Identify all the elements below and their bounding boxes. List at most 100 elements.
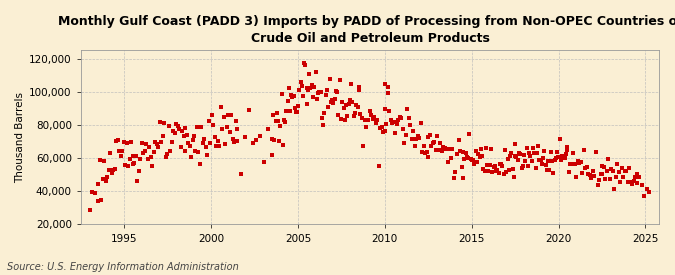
Point bbox=[151, 142, 162, 146]
Point bbox=[135, 157, 146, 162]
Point bbox=[221, 125, 232, 129]
Point bbox=[535, 158, 546, 163]
Point bbox=[418, 144, 429, 148]
Point bbox=[521, 146, 532, 150]
Point bbox=[615, 180, 626, 184]
Point bbox=[576, 160, 587, 164]
Point bbox=[608, 169, 618, 173]
Point bbox=[236, 172, 246, 177]
Point bbox=[198, 141, 209, 145]
Point bbox=[157, 133, 168, 138]
Point bbox=[465, 156, 476, 161]
Point bbox=[458, 150, 468, 154]
Point bbox=[160, 155, 171, 160]
Point bbox=[350, 111, 360, 115]
Point bbox=[508, 175, 519, 180]
Point bbox=[184, 144, 195, 148]
Point bbox=[115, 154, 126, 158]
Point bbox=[583, 172, 594, 176]
Point bbox=[478, 167, 489, 172]
Point bbox=[187, 138, 198, 142]
Point bbox=[591, 150, 601, 154]
Point bbox=[625, 180, 636, 184]
Point bbox=[564, 169, 574, 174]
Point bbox=[410, 144, 421, 148]
Point bbox=[405, 123, 416, 127]
Point bbox=[168, 129, 179, 134]
Point bbox=[314, 90, 325, 94]
Point bbox=[562, 145, 572, 149]
Point bbox=[561, 152, 572, 156]
Point bbox=[492, 168, 503, 172]
Point bbox=[456, 165, 467, 170]
Point bbox=[627, 182, 638, 186]
Point bbox=[483, 169, 494, 173]
Point bbox=[431, 148, 441, 152]
Point bbox=[571, 175, 582, 180]
Point bbox=[279, 117, 290, 122]
Point bbox=[247, 141, 258, 145]
Point bbox=[224, 130, 235, 134]
Point bbox=[97, 177, 108, 181]
Point bbox=[119, 140, 130, 145]
Point bbox=[292, 110, 302, 114]
Point bbox=[155, 120, 165, 125]
Point bbox=[227, 137, 238, 141]
Point bbox=[282, 99, 293, 103]
Point bbox=[518, 164, 529, 169]
Point bbox=[102, 175, 113, 180]
Point bbox=[423, 134, 434, 139]
Point bbox=[304, 72, 315, 76]
Point bbox=[437, 149, 448, 153]
Point bbox=[96, 197, 107, 202]
Point bbox=[294, 87, 305, 92]
Point bbox=[481, 146, 491, 150]
Point bbox=[375, 126, 385, 131]
Point bbox=[408, 128, 418, 133]
Point bbox=[205, 141, 216, 145]
Point bbox=[128, 162, 138, 166]
Point bbox=[463, 156, 474, 160]
Point bbox=[427, 141, 438, 146]
Point bbox=[371, 121, 381, 125]
Point bbox=[548, 170, 559, 175]
Point bbox=[482, 163, 493, 167]
Point bbox=[516, 166, 527, 170]
Point bbox=[432, 134, 443, 139]
Point bbox=[551, 150, 562, 154]
Point bbox=[281, 109, 292, 113]
Point bbox=[577, 170, 588, 175]
Point bbox=[271, 111, 282, 115]
Point bbox=[369, 115, 379, 120]
Point bbox=[400, 133, 411, 137]
Point bbox=[616, 166, 627, 170]
Point bbox=[287, 95, 298, 100]
Point bbox=[156, 139, 167, 144]
Point bbox=[618, 175, 628, 179]
Point bbox=[319, 111, 330, 115]
Point bbox=[313, 91, 323, 95]
Point bbox=[444, 147, 455, 152]
Point bbox=[378, 130, 389, 134]
Point bbox=[372, 118, 383, 122]
Point bbox=[144, 145, 155, 149]
Point bbox=[223, 112, 234, 117]
Point bbox=[628, 179, 639, 183]
Point bbox=[209, 135, 220, 139]
Point bbox=[288, 94, 299, 98]
Point bbox=[335, 117, 346, 121]
Point bbox=[540, 163, 551, 167]
Point bbox=[301, 86, 312, 90]
Point bbox=[364, 109, 375, 114]
Point bbox=[293, 103, 304, 108]
Point bbox=[604, 177, 615, 182]
Point bbox=[601, 169, 612, 174]
Point bbox=[547, 158, 558, 163]
Point bbox=[208, 122, 219, 127]
Point bbox=[215, 105, 226, 109]
Point bbox=[267, 137, 277, 141]
Point bbox=[501, 170, 512, 174]
Point bbox=[132, 179, 143, 183]
Point bbox=[458, 176, 468, 180]
Point bbox=[466, 158, 477, 162]
